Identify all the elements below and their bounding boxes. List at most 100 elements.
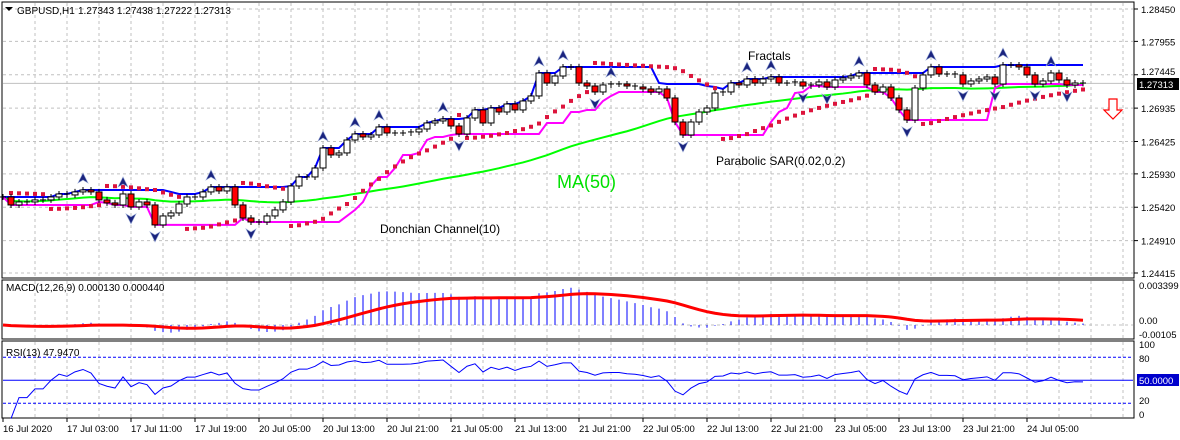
sar-dot	[961, 113, 965, 118]
sar-dot	[353, 195, 357, 200]
sar-dot	[401, 159, 405, 164]
sar-dot	[273, 185, 277, 190]
sar-dot	[641, 63, 645, 68]
sar-dot	[177, 194, 181, 199]
x-tick-label: 20 Jul 21:00	[387, 424, 439, 435]
sar-dot	[17, 191, 21, 196]
sar-dot	[313, 219, 317, 224]
candle-bull	[983, 76, 991, 80]
sar-dot	[249, 181, 253, 186]
sar-dot	[33, 191, 37, 196]
candle-bull	[599, 84, 607, 93]
ma-annotation: MA(50)	[557, 172, 616, 192]
candle-bull	[295, 176, 303, 187]
sar-dot	[225, 220, 229, 225]
candle-bull	[367, 134, 375, 138]
candle-bull	[1047, 72, 1055, 82]
candle-bear	[103, 199, 111, 204]
price-plot[interactable]	[0, 47, 1086, 243]
candle-bear	[455, 125, 463, 135]
candle-bull	[535, 72, 543, 97]
candle-bull	[879, 86, 887, 93]
fractal-up-icon	[741, 61, 753, 73]
candle-bull	[167, 212, 175, 217]
sar-dot	[337, 206, 341, 211]
candle-bear	[1031, 74, 1039, 85]
down-arrow-icon	[1102, 98, 1124, 120]
macd-tick-label: 0.00	[1139, 316, 1158, 327]
sar-dot	[129, 185, 133, 190]
sar-dot	[25, 191, 29, 196]
sar-dot	[417, 151, 421, 156]
sar-dot	[793, 113, 797, 118]
sar-dot	[369, 182, 373, 187]
candle-bear	[1015, 64, 1023, 68]
candle-bull	[15, 201, 23, 206]
candle-bear	[215, 186, 223, 192]
candle-bear	[575, 66, 583, 84]
candle-bear	[799, 81, 807, 87]
candle-bull	[55, 193, 63, 198]
sar-dot	[577, 94, 581, 99]
candle-bull	[279, 201, 287, 211]
sar-dot	[505, 131, 509, 136]
sar-dot	[545, 115, 549, 120]
candle-bull	[223, 186, 231, 192]
candle-bear	[511, 103, 519, 111]
sar-dot	[753, 129, 757, 134]
sar-dot	[601, 61, 605, 66]
sar-dot	[1017, 100, 1021, 105]
candle-bull	[927, 66, 935, 76]
candle-bear	[671, 97, 679, 123]
fractal-down-icon	[1061, 91, 1073, 103]
rsi-plot[interactable]	[3, 356, 1133, 419]
sar-dot	[521, 127, 525, 132]
sar-dot	[937, 118, 941, 123]
sar-dot	[905, 70, 909, 75]
y-tick-label: 1.24415	[1141, 269, 1175, 280]
rsi-tick-label: 80	[1139, 354, 1150, 365]
sar-dot	[169, 192, 173, 197]
rsi-title: RSI(13) 47.9470	[6, 348, 80, 359]
candle-bull	[271, 209, 279, 217]
rsi-panel-border	[1, 340, 1135, 419]
candle-bull	[855, 72, 863, 77]
sar-dot	[1025, 98, 1029, 103]
fractal-down-icon	[797, 92, 809, 104]
x-tick-label: 23 Jul 13:00	[899, 424, 951, 435]
sar-dot	[561, 104, 565, 109]
sar-dot	[121, 184, 125, 189]
sar-dot	[1049, 93, 1053, 98]
candle-bull	[559, 66, 567, 77]
sar-dot	[1081, 87, 1085, 92]
candle-bull	[839, 77, 847, 81]
sar-dot	[193, 226, 197, 231]
sar-dot	[497, 132, 501, 137]
candle-bull	[199, 191, 207, 198]
donchian-upper-line	[3, 64, 1083, 198]
fractal-up-icon	[765, 59, 777, 71]
sar-dot	[633, 63, 637, 68]
y-tick-label: 1.27445	[1141, 67, 1175, 78]
sar-dot	[1073, 88, 1077, 93]
candle-bear	[935, 66, 943, 75]
fractal-down-icon	[957, 90, 969, 102]
sar-dot	[969, 111, 973, 116]
sar-dot	[457, 112, 461, 117]
chart-menu-triangle-icon[interactable]	[5, 7, 13, 11]
candle-bear	[239, 204, 247, 219]
candle-bear	[663, 88, 671, 99]
ohlc-label: 1.27343 1.27438 1.27222 1.27313	[78, 6, 231, 17]
candle-bear	[863, 72, 871, 86]
candle-bull	[439, 118, 447, 122]
candle-bull	[999, 64, 1007, 85]
sar-dot	[257, 182, 261, 187]
candle-bull	[471, 109, 479, 119]
sar-dot	[777, 119, 781, 124]
sar-dot	[825, 103, 829, 108]
candle-bull	[119, 193, 127, 206]
sar-dot	[665, 65, 669, 70]
price-tag-box	[1137, 78, 1179, 90]
macd-plot[interactable]	[2, 287, 1133, 333]
